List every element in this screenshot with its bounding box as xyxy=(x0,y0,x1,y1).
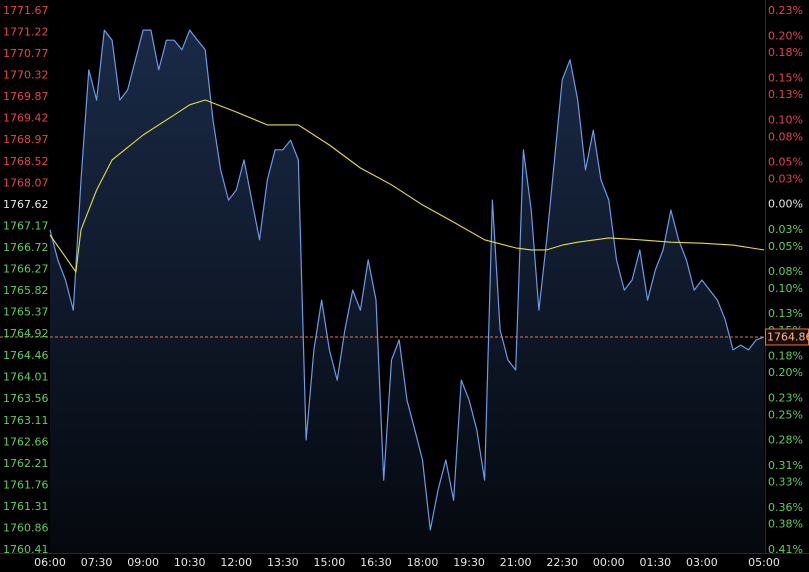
y2-tick-label: 0.25% xyxy=(768,408,803,421)
y-tick-label: 1771.67 xyxy=(3,4,49,17)
x-tick-label: 07:30 xyxy=(81,556,113,569)
y2-tick-label: 0.41% xyxy=(768,543,803,556)
x-tick-label: 13:30 xyxy=(267,556,299,569)
y2-tick-label: 0.15% xyxy=(768,71,803,84)
y-tick-label: 1771.22 xyxy=(3,26,49,39)
y-tick-label: 1767.62 xyxy=(3,198,49,211)
y-tick-label: 1765.37 xyxy=(3,306,49,319)
y-tick-label: 1769.87 xyxy=(3,90,49,103)
y-tick-label: 1761.31 xyxy=(3,500,49,513)
y-tick-label: 1766.72 xyxy=(3,241,49,254)
x-tick-label: 05:00 xyxy=(748,556,780,569)
y2-tick-label: 0.23% xyxy=(768,391,803,404)
y-tick-label: 1770.77 xyxy=(3,47,49,60)
y2-tick-label: 0.05% xyxy=(768,156,803,169)
y-tick-label: 1760.41 xyxy=(3,543,49,556)
y2-tick-label: 0.36% xyxy=(768,501,803,514)
x-tick-label: 16:30 xyxy=(360,556,392,569)
y2-tick-label: 0.31% xyxy=(768,459,803,472)
y-tick-label: 1763.11 xyxy=(3,414,49,427)
y2-tick-label: 0.18% xyxy=(768,349,803,362)
y-tick-label: 1765.82 xyxy=(3,284,49,297)
y2-tick-label: 0.33% xyxy=(768,476,803,489)
y-tick-label: 1766.27 xyxy=(3,262,49,275)
x-tick-label: 22:30 xyxy=(546,556,578,569)
y2-tick-label: 0.08% xyxy=(768,130,803,143)
y-tick-label: 1762.21 xyxy=(3,457,49,470)
y-tick-label: 1768.52 xyxy=(3,155,49,168)
x-tick-label: 18:00 xyxy=(407,556,439,569)
y2-tick-label: 0.13% xyxy=(768,88,803,101)
price-area xyxy=(50,30,764,554)
price-line xyxy=(49,29,765,531)
y-tick-label: 1769.42 xyxy=(3,112,49,125)
y-tick-label: 1768.07 xyxy=(3,176,49,189)
y-tick-label: 1761.76 xyxy=(3,478,49,491)
x-tick-label: 03:00 xyxy=(686,556,718,569)
y-tick-label: 1770.32 xyxy=(3,69,49,82)
y2-tick-label: 0.20% xyxy=(768,29,803,42)
y2-tick-label: 0.10% xyxy=(768,113,803,126)
y-tick-label: 1762.66 xyxy=(3,435,49,448)
y-tick-label: 1764.01 xyxy=(3,371,49,384)
y2-tick-label: 0.05% xyxy=(768,240,803,253)
x-tick-label: 21:00 xyxy=(500,556,532,569)
x-tick-label: 00:00 xyxy=(593,556,625,569)
y-tick-label: 1763.56 xyxy=(3,392,49,405)
y2-tick-label: 0.08% xyxy=(768,265,803,278)
y2-tick-label: 0.20% xyxy=(768,366,803,379)
y2-tick-label: 0.23% xyxy=(768,4,803,17)
x-tick-label: 12:00 xyxy=(220,556,252,569)
x-tick-label: 15:00 xyxy=(314,556,346,569)
y2-tick-label: 0.28% xyxy=(768,434,803,447)
x-tick-label: 19:30 xyxy=(453,556,485,569)
y-tick-label: 1764.92 xyxy=(3,327,49,340)
x-tick-label: 06:00 xyxy=(34,556,66,569)
x-tick-label: 10:30 xyxy=(174,556,206,569)
y2-tick-label: 0.10% xyxy=(768,282,803,295)
y2-tick-label: 0.18% xyxy=(768,46,803,59)
y-tick-label: 1760.86 xyxy=(3,521,49,534)
y-tick-label: 1764.46 xyxy=(3,349,49,362)
y-tick-label: 1768.97 xyxy=(3,133,49,146)
moving-average-line xyxy=(49,99,765,273)
last-price-label: 1764.86 xyxy=(767,330,809,343)
y2-tick-label: 0.38% xyxy=(768,518,803,531)
x-tick-label: 01:30 xyxy=(639,556,671,569)
y2-tick-label: 0.00% xyxy=(768,198,803,211)
y2-tick-label: 0.13% xyxy=(768,307,803,320)
y2-tick-label: 0.03% xyxy=(768,172,803,185)
x-tick-label: 09:00 xyxy=(127,556,159,569)
y-tick-label: 1767.17 xyxy=(3,219,49,232)
y2-tick-label: 0.03% xyxy=(768,223,803,236)
